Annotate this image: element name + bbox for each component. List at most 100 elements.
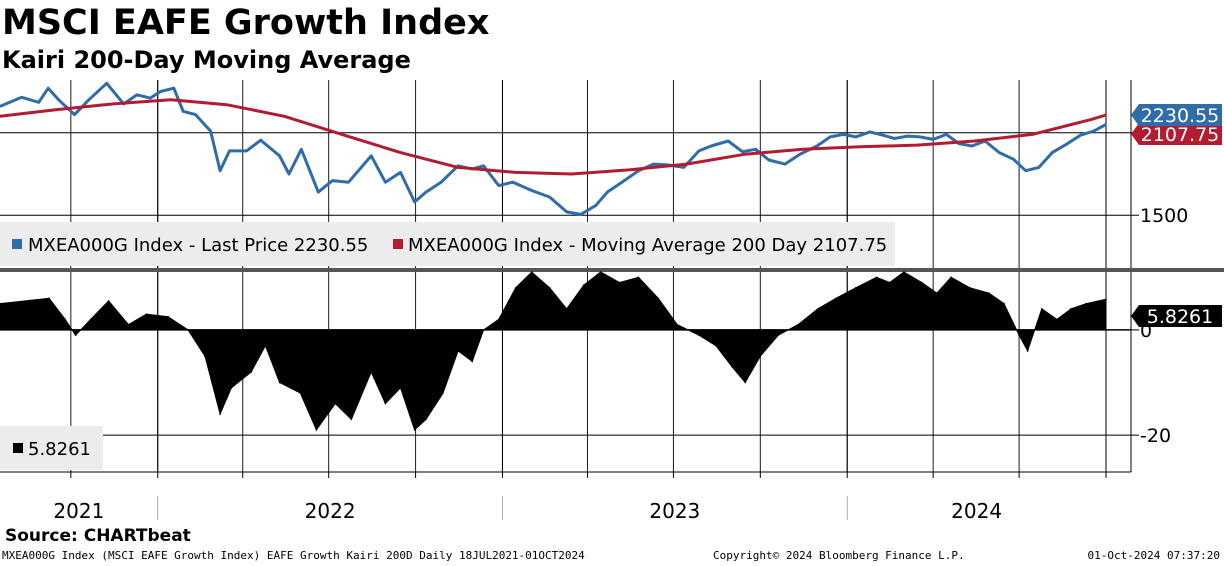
kairi-point	[442, 392, 444, 394]
gridlines	[0, 80, 1131, 472]
price-line-point	[1105, 123, 1107, 126]
price-legend-box	[0, 222, 895, 266]
price-line-point	[741, 150, 744, 153]
kairi-point	[413, 429, 416, 431]
kairi-point	[969, 286, 971, 289]
kairi-point	[715, 344, 717, 347]
price-line-point	[1038, 166, 1040, 169]
kairi-point	[167, 315, 169, 318]
moving-average-line-point	[685, 163, 688, 165]
moving-average-line-point	[225, 103, 228, 106]
price-line-point	[768, 159, 770, 161]
price-line	[0, 81, 1107, 216]
kairi-point	[482, 329, 485, 331]
kairi-point	[854, 286, 857, 289]
price-line-point	[829, 136, 832, 138]
panel-divider	[0, 268, 1224, 272]
kairi-point	[384, 402, 387, 405]
kairi-point	[1040, 308, 1043, 310]
moving-average-line-point	[916, 144, 918, 146]
kairi-point	[250, 371, 253, 373]
price-line-point	[932, 138, 934, 141]
price-line-point	[869, 131, 871, 133]
price-line-point	[331, 179, 334, 182]
price-line-point	[209, 130, 212, 132]
y-tick-label: 1500	[1140, 205, 1188, 227]
kairi-point	[334, 402, 337, 405]
moving-average-line-point	[514, 171, 517, 174]
kairi-point	[1026, 350, 1029, 352]
price-line-point	[317, 191, 320, 193]
kairi-point	[230, 386, 233, 389]
kairi-point	[1105, 298, 1107, 301]
kairi-point	[0, 302, 1, 305]
kairi-point	[48, 297, 50, 300]
kairi-point	[278, 381, 281, 384]
kairi-point	[936, 292, 938, 294]
price-line-point	[606, 191, 609, 193]
kairi-point	[888, 281, 891, 284]
x-tick-label: 2022	[305, 499, 356, 520]
price-line-point	[425, 191, 427, 193]
price-badge-bg	[1131, 104, 1222, 126]
price-line-point	[919, 136, 921, 138]
x-tick-label: 2024	[951, 499, 1002, 520]
kairi-point	[759, 355, 762, 358]
price-line-point	[1024, 169, 1027, 172]
moving-average-line-point	[859, 145, 862, 148]
price-line-point	[565, 211, 568, 213]
footer-timestamp: 01-Oct-2024 07:37:20	[1087, 549, 1220, 562]
kairi-point	[565, 308, 568, 310]
price-line-point	[57, 98, 60, 101]
kairi-point	[744, 381, 747, 384]
price-line-point	[399, 171, 402, 174]
legend-swatch-ma	[393, 239, 403, 249]
price-line-point	[683, 166, 685, 169]
kairi-point	[1018, 334, 1020, 336]
kairi-point	[797, 323, 799, 326]
moving-average-line-point	[283, 115, 286, 118]
kairi-point	[731, 365, 733, 368]
price-line-point	[710, 145, 713, 147]
kairi-point	[817, 308, 819, 310]
moving-average-line-point	[628, 169, 630, 171]
kairi-point	[370, 371, 372, 373]
legend: MXEA000G Index - Last Price 2230.55 MXEA0…	[0, 222, 895, 470]
kairi-point	[145, 313, 148, 315]
moving-average-line-point	[973, 140, 976, 142]
price-line-point	[259, 139, 262, 141]
kairi-point	[637, 276, 640, 279]
kairi-point	[350, 418, 353, 421]
legend-label-ma: MXEA000G Index - Moving Average 200 Day …	[408, 235, 887, 256]
moving-average-line-point	[1090, 118, 1092, 121]
moving-average-line-point	[112, 103, 115, 105]
ma-badge-text: 2107.75	[1141, 124, 1220, 146]
price-line-point	[595, 204, 597, 207]
kairi-point	[1003, 302, 1005, 305]
price-line-point	[347, 181, 350, 184]
kairi-point	[548, 286, 551, 289]
kairi-point	[875, 276, 878, 279]
kairi-badge-text: 5.8261	[1147, 306, 1213, 328]
kairi-point	[399, 386, 402, 389]
moving-average-line-point	[570, 173, 573, 175]
kairi-point	[107, 300, 110, 302]
price-line-point	[1092, 130, 1095, 132]
price-line-point	[754, 148, 757, 151]
moving-average-line-point	[744, 153, 747, 156]
kairi-point	[299, 392, 302, 394]
price-line-point	[440, 181, 442, 184]
x-axis-ticks: 2021 2022 2023 2024	[53, 472, 1107, 520]
kairi-point	[89, 318, 92, 321]
x-tick-label: 2023	[649, 499, 700, 520]
price-line-point	[652, 163, 655, 165]
kairi-point	[219, 413, 221, 415]
price-line-point	[228, 150, 231, 152]
price-panel	[0, 81, 1107, 216]
kairi-point	[425, 418, 427, 421]
chart-subtitle: Kairi 200-Day Moving Average	[2, 46, 411, 74]
kairi-point	[777, 334, 780, 336]
price-line-point	[1051, 151, 1053, 154]
price-line-point	[105, 82, 108, 85]
kairi-point	[471, 360, 474, 363]
